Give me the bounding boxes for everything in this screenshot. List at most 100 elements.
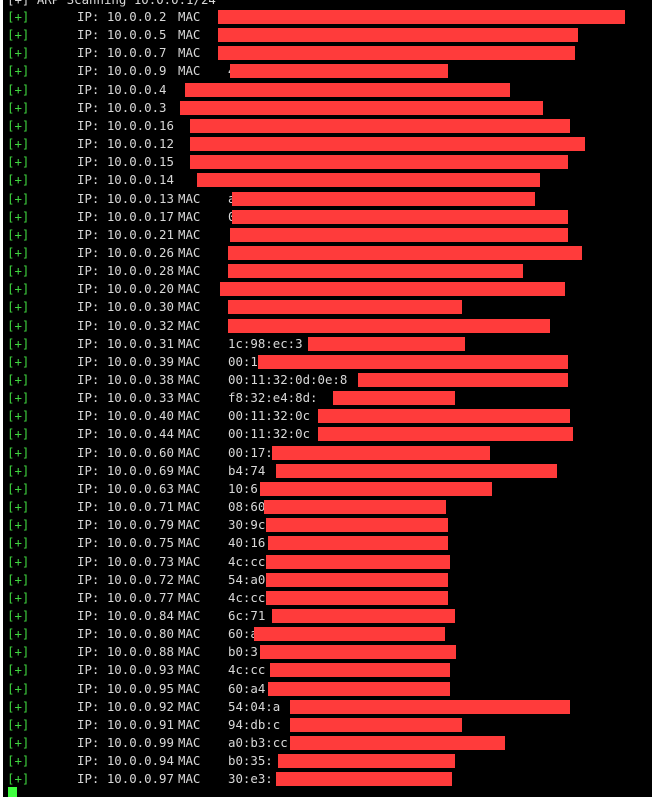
scan-result-row: [+] IP: 10.0.0.40 MAC 00:11:32:0c xyxy=(3,407,652,425)
redaction-bar xyxy=(318,427,573,442)
found-marker: [+] xyxy=(7,589,30,605)
ip-address: IP: 10.0.0.31 xyxy=(77,335,174,351)
found-marker: [+] xyxy=(7,553,30,569)
redaction-bar xyxy=(230,64,448,79)
redaction-bar xyxy=(290,717,462,732)
scan-result-row: [+] IP: 10.0.0.71 MAC 08:60 xyxy=(3,498,652,516)
ip-address: IP: 10.0.0.95 xyxy=(77,680,174,696)
scan-result-row: [+] IP: 10.0.0.97 MAC 30:e3: xyxy=(3,770,652,788)
redaction-bar xyxy=(290,699,570,714)
scan-result-row: [+] IP: 10.0.0.21 MAC xyxy=(3,226,652,244)
found-marker: [+] xyxy=(7,281,30,297)
found-marker: [+] xyxy=(7,317,30,333)
found-marker: [+] xyxy=(7,81,30,97)
redaction-bar xyxy=(218,28,578,43)
redaction-bar xyxy=(276,463,557,478)
found-marker: [+] xyxy=(7,408,30,424)
found-marker: [+] xyxy=(7,607,30,623)
redaction-bar xyxy=(218,46,575,61)
ip-address: IP: 10.0.0.7 xyxy=(77,45,167,61)
mac-label: MAC xyxy=(178,9,201,24)
redaction-bar xyxy=(266,572,448,587)
redaction-bar xyxy=(228,300,462,315)
mac-address-partial: 00:11:32:0c xyxy=(228,426,311,442)
ip-address: IP: 10.0.0.44 xyxy=(77,426,174,442)
ip-address: IP: 10.0.0.92 xyxy=(77,698,174,714)
mac-label: MAC xyxy=(178,698,201,714)
redaction-bar xyxy=(220,282,565,297)
mac-address-partial: 60:a xyxy=(228,626,258,642)
redaction-bar xyxy=(266,590,448,605)
mac-label: MAC xyxy=(178,244,201,260)
found-marker: [+] xyxy=(7,244,30,260)
mac-address-partial: 00:11:32:0d:0e:8 xyxy=(228,372,348,387)
redaction-bar xyxy=(290,736,505,750)
mac-label: MAC xyxy=(178,408,201,424)
redaction-bar xyxy=(318,409,570,424)
ip-address: IP: 10.0.0.71 xyxy=(77,499,174,515)
found-marker: [+] xyxy=(7,680,30,696)
ip-address: IP: 10.0.0.72 xyxy=(77,571,174,587)
found-marker: [+] xyxy=(7,626,30,642)
found-marker: [+] xyxy=(7,172,30,188)
mac-label: MAC xyxy=(178,535,201,551)
redaction-bar xyxy=(358,373,568,387)
found-marker: [+] xyxy=(7,390,30,406)
found-marker: [+] xyxy=(7,372,30,387)
mac-address-partial: 30:9c xyxy=(228,517,266,533)
mac-label: MAC xyxy=(178,644,201,660)
mac-address-partial: 4c:cc xyxy=(228,553,266,569)
mac-label: MAC xyxy=(178,499,201,515)
mac-label: MAC xyxy=(178,680,201,696)
scan-result-row: [+] IP: 10.0.0.4 xyxy=(3,81,652,99)
scan-result-row: [+] IP: 10.0.0.14 xyxy=(3,171,652,189)
redaction-bar xyxy=(190,155,568,170)
mac-address-partial: 4c:cc xyxy=(228,662,266,678)
ip-address: IP: 10.0.0.13 xyxy=(77,190,174,206)
scan-result-row: [+] IP: 10.0.0.44 MAC 00:11:32:0c xyxy=(3,425,652,443)
mac-label: MAC xyxy=(178,771,201,787)
found-marker: [+] xyxy=(7,735,30,750)
ip-address: IP: 10.0.0.77 xyxy=(77,589,174,605)
mac-label: MAC xyxy=(178,317,201,333)
scan-result-row: [+] IP: 10.0.0.32 MAC xyxy=(3,317,652,335)
redaction-bar xyxy=(232,191,535,206)
ip-address: IP: 10.0.0.17 xyxy=(77,208,174,224)
ip-address: IP: 10.0.0.73 xyxy=(77,553,174,569)
mac-label: MAC xyxy=(178,263,201,279)
scan-result-row: [+] IP: 10.0.0.91 MAC 94:db:c xyxy=(3,716,652,734)
mac-address-partial: f8:32:e4:8d: xyxy=(228,390,318,406)
found-marker: [+] xyxy=(7,462,30,478)
scan-result-row: [+] IP: 10.0.0.80 MAC 60:a xyxy=(3,625,652,643)
scan-result-row: [+] IP: 10.0.0.16 xyxy=(3,117,652,135)
redaction-bar xyxy=(230,227,568,242)
redaction-bar xyxy=(180,100,543,115)
terminal-window[interactable]: [+] ARP Scanning 10.0.0.1/24 [+] IP: 10.0… xyxy=(3,0,652,797)
mac-label: MAC xyxy=(178,372,201,387)
ip-address: IP: 10.0.0.21 xyxy=(77,226,174,242)
found-marker: [+] xyxy=(7,99,30,115)
scan-result-row: [+] IP: 10.0.0.33 MAC f8:32:e4:8d: xyxy=(3,389,652,407)
mac-address-partial: 00:17: xyxy=(228,444,273,460)
ip-address: IP: 10.0.0.88 xyxy=(77,644,174,660)
scan-result-row: [+] IP: 10.0.0.3 xyxy=(3,99,652,117)
ip-address: IP: 10.0.0.93 xyxy=(77,662,174,678)
mac-address-partial: 54:04:a xyxy=(228,698,281,714)
mac-address-partial: 08:60 xyxy=(228,499,266,515)
mac-label: MAC xyxy=(178,281,201,297)
found-marker: [+] xyxy=(7,208,30,224)
redaction-bar xyxy=(232,209,568,224)
scan-result-row: [+]IP: 10.0.0.9MAC4 xyxy=(3,62,652,80)
ip-address: IP: 10.0.0.32 xyxy=(77,317,174,333)
scan-result-row: [+] IP: 10.0.0.84 MAC 6c:71 xyxy=(3,607,652,625)
found-marker: [+] xyxy=(7,535,30,551)
mac-address-partial: 94:db:c xyxy=(228,716,281,732)
ip-address: IP: 10.0.0.3 xyxy=(77,99,167,115)
found-marker: [+] xyxy=(7,771,30,787)
ip-address: IP: 10.0.0.5 xyxy=(77,27,167,43)
mac-label: MAC xyxy=(178,390,201,406)
found-marker: [+] xyxy=(7,45,30,61)
redaction-bar xyxy=(258,354,568,369)
ip-address: IP: 10.0.0.4 xyxy=(77,81,167,97)
mac-address-partial: a0:b3:cc xyxy=(228,735,288,750)
